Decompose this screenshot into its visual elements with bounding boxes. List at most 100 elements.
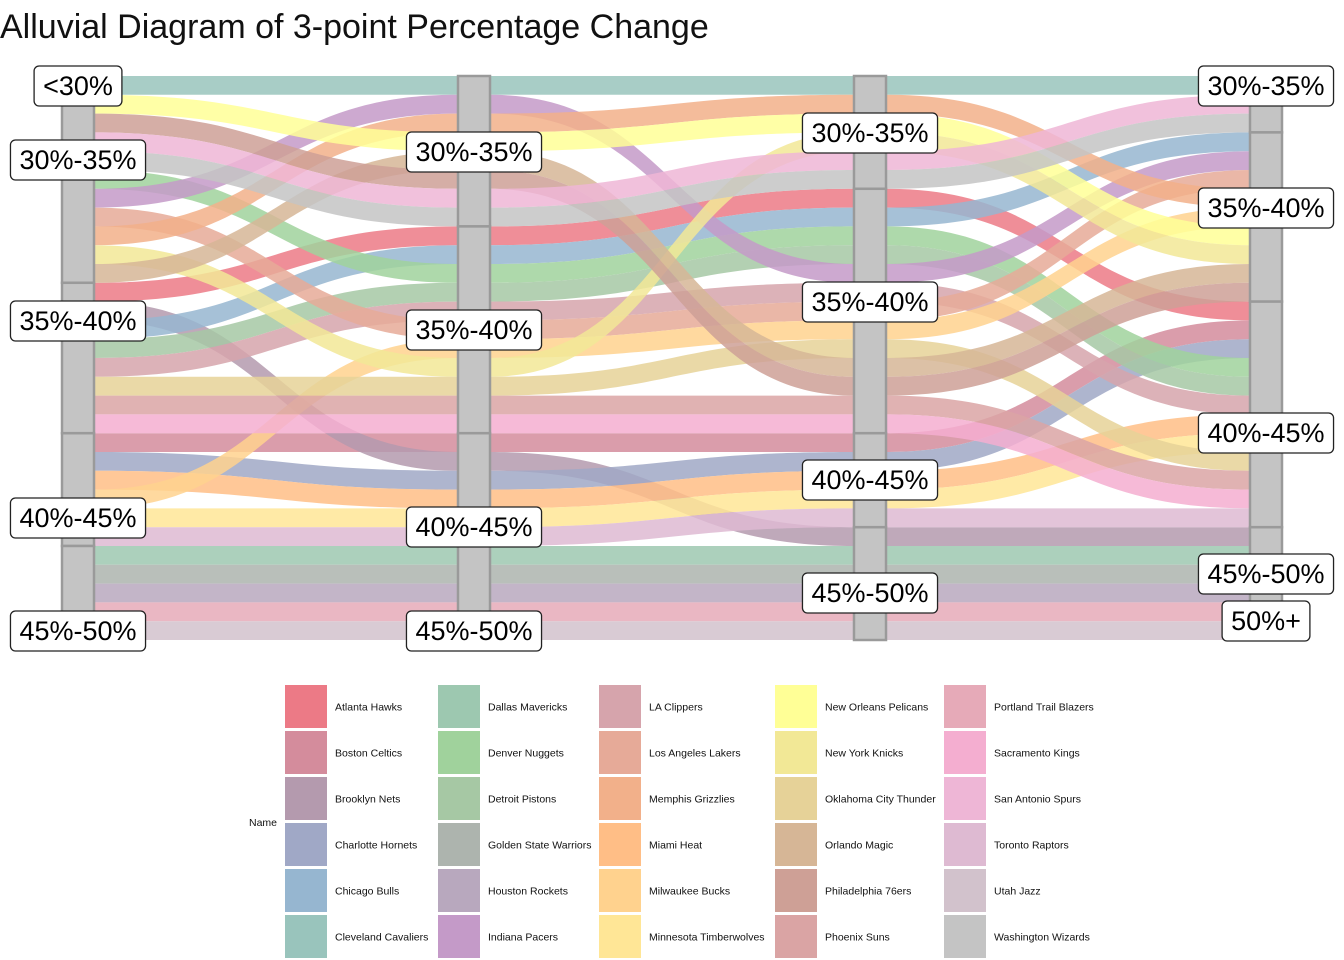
legend-swatch [599,823,641,866]
legend-item-houston-rockets: Houston Rockets [438,869,568,912]
stratum-label: 35%-40% [405,309,543,351]
flow-segment [490,301,854,340]
legend-label: Phoenix Suns [825,932,890,944]
flow-utah-jazz [94,621,1250,640]
legend-item-utah-jazz: Utah Jazz [944,869,1041,912]
legend-item-san-antonio-spurs: San Antonio Spurs [944,777,1081,820]
legend-swatch [438,915,480,958]
flow-segment [490,546,854,565]
legend: Name Atlanta Hawks Boston Celtics Brooklyn … [249,685,1094,958]
legend-label: Houston Rockets [488,886,568,898]
legend-swatch [285,915,327,958]
flow-segment [490,282,854,321]
flow-san-antonio-spurs [94,94,1250,208]
flow-segment [94,151,458,227]
legend-swatch [285,731,327,774]
legend-swatch [944,731,986,774]
svg-text:45%-50%: 45%-50% [19,616,136,646]
svg-text:35%-40%: 35%-40% [1207,193,1324,223]
legend-swatch [775,685,817,728]
flow-segment [490,113,854,152]
flow-segment [886,414,1250,509]
flow-segment [490,489,854,528]
legend-item-detroit-pistons: Detroit Pistons [438,777,556,820]
legend-label: Orlando Magic [825,840,893,852]
legend-item-new-york-knicks: New York Knicks [775,731,903,774]
legend-item-new-orleans-pelicans: New Orleans Pelicans [775,685,928,728]
svg-text:45%-50%: 45%-50% [1207,559,1324,589]
legend-swatch [944,685,986,728]
stratum-bar-30-35 [60,168,96,285]
legend-label: Golden State Warriors [488,840,591,852]
legend-swatch [285,685,327,728]
legend-swatch [599,869,641,912]
svg-text:45%-50%: 45%-50% [415,616,532,646]
flow-segment [490,170,854,227]
legend-swatch [438,869,480,912]
legend-label: San Antonio Spurs [994,794,1081,806]
legend-item-philadelphia-76ers: Philadelphia 76ers [775,869,911,912]
svg-text:30%-35%: 30%-35% [415,137,532,167]
legend-label: Utah Jazz [994,886,1041,898]
legend-label: Detroit Pistons [488,794,556,806]
legend-label: Atlanta Hawks [335,702,402,714]
flow-portland-trail-blazers [94,602,1250,622]
stratum-label: 40%-45% [1197,412,1335,454]
stratum-label: 35%-40% [9,300,147,342]
flows [94,76,1250,640]
legend-item-dallas-mavericks: Dallas Mavericks [438,685,567,728]
flow-cleveland-cavaliers [94,76,1250,95]
flow-washington-wizards [94,113,1250,227]
legend-label: Los Angeles Lakers [649,748,741,760]
stratum-labels: <30% 30%-35% 35%-40% 40%-45% 45%-50% 30%-35% 3… [9,65,1335,652]
flow-segment [886,76,1250,95]
flow-segment [94,564,458,584]
legend-item-sacramento-kings: Sacramento Kings [944,731,1080,774]
flow-segment [886,264,1250,377]
legend-swatch [944,869,986,912]
legend-swatch [285,869,327,912]
flow-segment [94,546,458,565]
flow-segment [886,94,1250,170]
legend-label: LA Clippers [649,702,703,714]
legend-swatch [944,823,986,866]
flow-segment [886,188,1250,321]
legend-label: Chicago Bulls [335,886,399,898]
flow-segment [886,621,1250,640]
flow-segment [886,132,1250,264]
legend-label: Memphis Grizzlies [649,794,735,806]
legend-item-oklahoma-city-thunder: Oklahoma City Thunder [775,777,936,820]
stratum-label: 40%-45% [801,459,939,501]
flow-segment [886,339,1250,471]
legend-swatch [438,777,480,820]
stratum-label: 30%-35% [9,139,147,181]
flow-segment [490,602,854,622]
svg-text:35%-40%: 35%-40% [811,287,928,317]
legend-item-denver-nuggets: Denver Nuggets [438,731,564,774]
legend-item-charlotte-hornets: Charlotte Hornets [285,823,417,866]
flow-los-angeles-lakers [94,170,1250,340]
flow-philadelphia-76ers [94,113,1250,396]
flow-segment [886,113,1250,246]
stratum-label: 50%+ [1221,600,1311,642]
legend-item-boston-celtics: Boston Celtics [285,731,402,774]
flow-segment [886,320,1250,452]
svg-text:<30%: <30% [43,71,113,101]
flow-segment [886,564,1250,584]
legend-item-toronto-raptors: Toronto Raptors [944,823,1069,866]
flow-segment [94,527,458,546]
flow-segment [490,564,854,584]
legend-label: Denver Nuggets [488,748,564,760]
svg-text:40%-45%: 40%-45% [19,503,136,533]
flow-segment [490,452,854,490]
flow-segment [490,170,854,396]
legend-item-miami-heat: Miami Heat [599,823,702,866]
flow-segment [490,132,854,377]
flow-toronto-raptors [94,508,1250,546]
stratum-label: 35%-40% [801,281,939,323]
flow-segment [94,508,458,528]
legend-item-brooklyn-nets: Brooklyn Nets [285,777,400,820]
svg-text:40%-45%: 40%-45% [415,512,532,542]
legend-item-atlanta-hawks: Atlanta Hawks [285,685,402,728]
